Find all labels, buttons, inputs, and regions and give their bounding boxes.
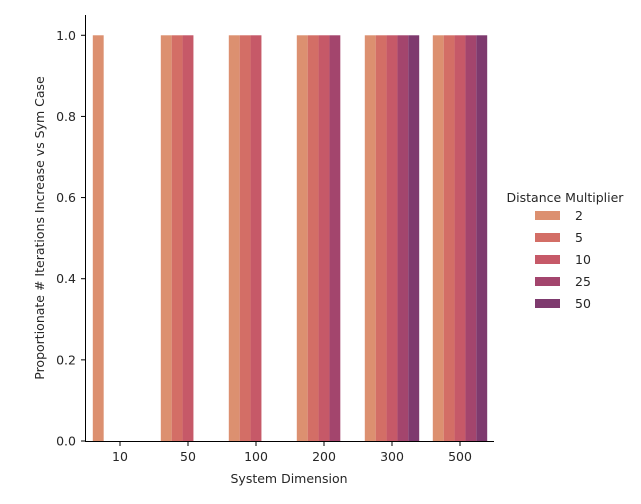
bar-50-5 bbox=[171, 35, 183, 441]
x-tick-label: 300 bbox=[380, 449, 404, 464]
y-tick-label: 0.4 bbox=[56, 271, 76, 286]
bar-200-10 bbox=[318, 35, 330, 441]
bar-50-10 bbox=[182, 35, 194, 441]
legend-swatch-5 bbox=[535, 233, 560, 242]
legend-label-5: 5 bbox=[575, 230, 583, 245]
legend-swatch-10 bbox=[535, 255, 560, 264]
x-tick-label: 500 bbox=[448, 449, 472, 464]
bar-100-10 bbox=[250, 35, 262, 441]
bar-100-5 bbox=[239, 35, 251, 441]
bar-300-10 bbox=[386, 35, 398, 441]
y-tick-label: 0.2 bbox=[56, 352, 76, 367]
bars-layer bbox=[92, 35, 488, 441]
legend-swatch-25 bbox=[535, 277, 560, 286]
legend-swatch-2 bbox=[535, 211, 560, 220]
bar-300-25 bbox=[397, 35, 409, 441]
x-ticks: 10 50 100 200 300 500 bbox=[112, 441, 472, 464]
y-tick-label: 0.8 bbox=[56, 109, 76, 124]
legend-label-10: 10 bbox=[575, 252, 591, 267]
y-tick-label: 0.6 bbox=[56, 190, 76, 205]
bar-200-5 bbox=[307, 35, 319, 441]
bar-500-5 bbox=[443, 35, 455, 441]
legend-label-25: 25 bbox=[575, 274, 591, 289]
bar-300-2 bbox=[364, 35, 376, 441]
legend-title: Distance Multiplier bbox=[507, 190, 625, 205]
legend-swatch-50 bbox=[535, 299, 560, 308]
y-tick-label: 0.0 bbox=[56, 434, 76, 449]
bar-200-2 bbox=[296, 35, 308, 441]
bar-300-50 bbox=[408, 35, 420, 441]
y-axis-label: Proportionate # Iterations Increase vs S… bbox=[32, 76, 47, 380]
y-tick-label: 1.0 bbox=[56, 28, 76, 43]
bar-500-10 bbox=[454, 35, 466, 441]
bar-10-2 bbox=[92, 35, 104, 441]
bar-50-2 bbox=[160, 35, 172, 441]
x-tick-label: 10 bbox=[112, 449, 128, 464]
x-tick-label: 100 bbox=[244, 449, 268, 464]
bar-500-50 bbox=[476, 35, 488, 441]
bar-100-2 bbox=[228, 35, 240, 441]
bar-300-5 bbox=[375, 35, 387, 441]
x-tick-label: 50 bbox=[180, 449, 196, 464]
legend-label-2: 2 bbox=[575, 208, 583, 223]
x-tick-label: 200 bbox=[312, 449, 336, 464]
legend-label-50: 50 bbox=[575, 296, 591, 311]
bar-200-25 bbox=[329, 35, 341, 441]
y-ticks: 0.0 0.2 0.4 0.6 0.8 1.0 bbox=[56, 28, 86, 449]
x-axis-label: System Dimension bbox=[230, 471, 347, 486]
axes-layer bbox=[85, 15, 494, 442]
bar-500-25 bbox=[465, 35, 477, 441]
bar-500-2 bbox=[432, 35, 444, 441]
